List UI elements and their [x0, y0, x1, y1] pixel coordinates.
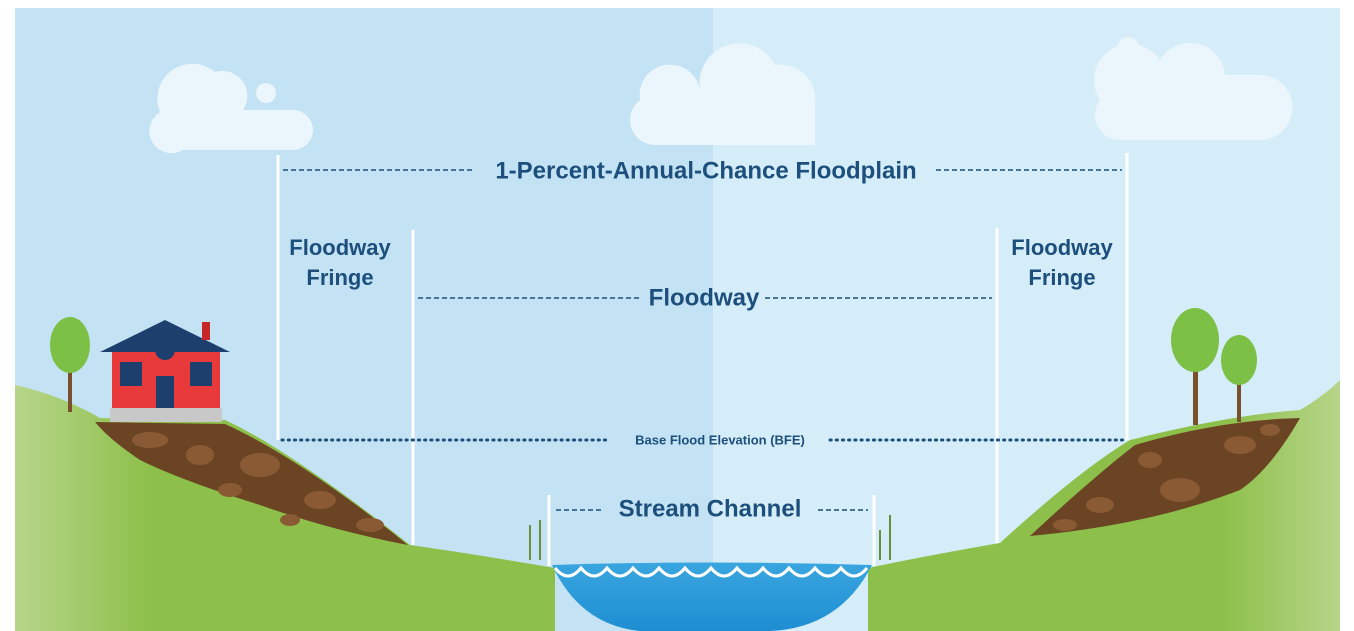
floodplain-label: 1-Percent-Annual-Chance Floodplain [495, 157, 916, 184]
left-fringe-label: Fringe [306, 265, 373, 290]
right-fringe-label: Fringe [1028, 265, 1095, 290]
diagram: 1-Percent-Annual-Chance Floodplain Flood… [0, 0, 1354, 631]
stream-channel-label: Stream Channel [619, 495, 802, 522]
bfe-label: Base Flood Elevation (BFE) [635, 432, 805, 447]
floodway-label: Floodway [649, 284, 760, 311]
right-fringe-label: Floodway [1011, 235, 1113, 260]
left-fringe-label: Floodway [289, 235, 391, 260]
